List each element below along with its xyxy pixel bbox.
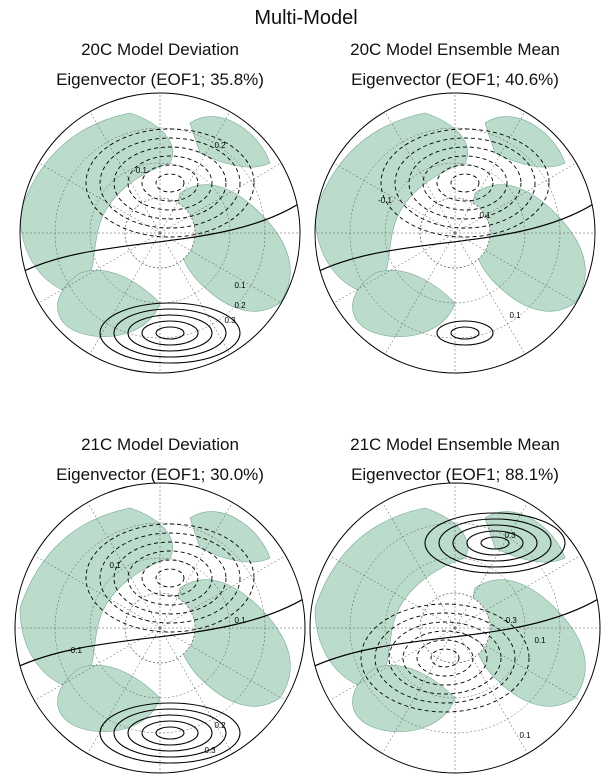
contour-label: 0.1 bbox=[109, 561, 121, 570]
map-content bbox=[20, 93, 300, 373]
panel-title: 21C Model Ensemble Mean bbox=[350, 435, 560, 454]
panel-title: 20C Model Deviation bbox=[81, 40, 239, 59]
panel-title: 20C Model Ensemble Mean bbox=[350, 40, 560, 59]
polar-map: 0.1 0.2 0.3 0.1 -0.1 bbox=[15, 483, 305, 773]
polar-map: -0.1 0.1 0.1 bbox=[315, 93, 595, 373]
figure-title: Multi-Model bbox=[254, 7, 357, 29]
contour-label: 0.1 bbox=[234, 616, 246, 625]
contour-label: -0.1 bbox=[68, 646, 82, 655]
contour-label: 0.1 bbox=[234, 281, 246, 290]
contour-label: 0.1 bbox=[534, 636, 546, 645]
panel-subtitle: Eigenvector (EOF1; 35.8%) bbox=[56, 70, 264, 89]
contour-label: 0.3 bbox=[224, 316, 236, 325]
panel-subtitle: Eigenvector (EOF1; 40.6%) bbox=[351, 70, 559, 89]
contour-label: -0.1 bbox=[133, 166, 147, 175]
map-content bbox=[315, 93, 595, 373]
polar-map: 0.3 0.1 -0.3 0.1 bbox=[310, 483, 600, 773]
polar-map: 0.2 -0.1 0.1 0.2 0.3 bbox=[20, 93, 300, 373]
panel-subtitle: Eigenvector (EOF1; 88.1%) bbox=[351, 465, 559, 484]
panel-title: 21C Model Deviation bbox=[81, 435, 239, 454]
contour-label: 0.1 bbox=[519, 731, 531, 740]
contour-label: 0.2 bbox=[214, 721, 226, 730]
contour-label: 0.2 bbox=[234, 301, 246, 310]
contour-label: -0.1 bbox=[378, 196, 392, 205]
contour-label: 0.3 bbox=[504, 531, 516, 540]
panel-subtitle: Eigenvector (EOF1; 30.0%) bbox=[56, 465, 264, 484]
contour-label: 0.3 bbox=[204, 746, 216, 755]
figure: Multi-Model 20C Model Deviation Eigenvect… bbox=[0, 0, 613, 781]
contour-label: 0.1 bbox=[509, 311, 521, 320]
contour-label: 0.2 bbox=[214, 141, 226, 150]
map-content bbox=[15, 483, 305, 773]
contour-label: -0.3 bbox=[503, 616, 517, 625]
contour-label: 0.1 bbox=[479, 211, 491, 220]
map-content bbox=[310, 483, 600, 773]
